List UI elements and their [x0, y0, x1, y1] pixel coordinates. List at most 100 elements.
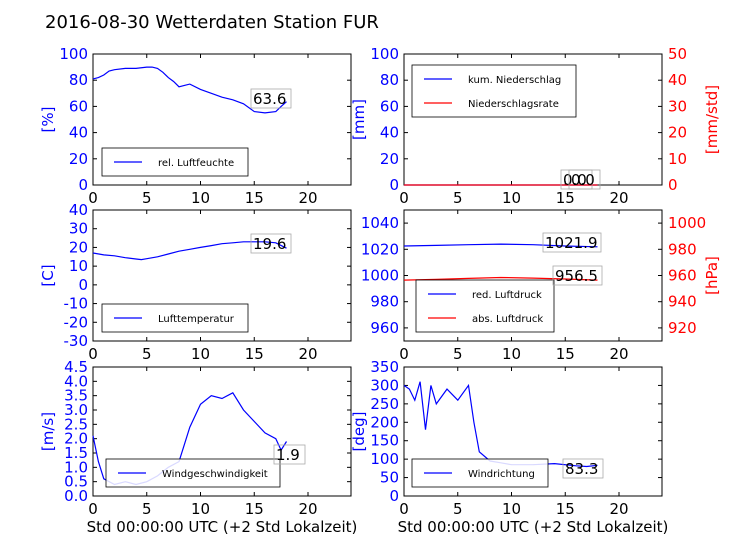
annotation-box [552, 265, 603, 286]
annotation-box [542, 232, 602, 253]
x-tick-label: 5 [453, 189, 463, 207]
x-tick-label: 10 [502, 500, 521, 518]
annotation-box [273, 444, 306, 465]
y-tick-label: -10 [64, 295, 89, 313]
series-line-0 [403, 381, 598, 468]
y-tick-label: 0 [78, 176, 88, 194]
legend: Windgeschwindigkeit [105, 458, 281, 488]
y-tick-label: 1020 [361, 240, 399, 258]
series-line-0 [92, 241, 287, 261]
annotation-box [568, 169, 601, 190]
legend-box [415, 279, 555, 333]
y-tick-label: -30 [64, 332, 89, 350]
y-tick-label: 60 [380, 97, 399, 115]
y2-tick-label: 940 [668, 293, 697, 311]
y2-tick-label: 980 [668, 240, 697, 258]
x-tick-label: 10 [191, 345, 210, 363]
legend: red. Luftdruck abs. Luftdruck [415, 279, 555, 333]
legend-label: rel. Luftfeuchte [158, 158, 234, 169]
y2-tick-label: 960 [668, 267, 697, 285]
x-axis-label: Std 00:00:00 UTC (+2 Std Lokalzeit) [87, 518, 358, 536]
x-tick-label: 0 [88, 345, 98, 363]
x-tick-label: 0 [399, 189, 409, 207]
panel-temperature: 0 5 10 15 20-30-20-10010203040[C]Lufttempera… [39, 201, 352, 363]
y2-tick-label: 1000 [668, 214, 706, 232]
y-tick-label: -20 [64, 313, 89, 331]
y-axis-label: [deg] [350, 412, 368, 452]
y-tick-label: 0 [78, 276, 88, 294]
x-tick-label: 15 [245, 500, 264, 518]
y-tick-label: 0.0 [64, 487, 88, 505]
x-tick-label: 5 [142, 345, 152, 363]
y-tick-label: 10 [69, 257, 88, 275]
panel-humidity: 0 5 10 15 20 0 20 40 60 80 100 [%] rel. Luftfeuchte 6… [39, 45, 352, 207]
x-tick-label: 5 [142, 500, 152, 518]
y2-tick-label: 20 [668, 124, 687, 142]
y-tick-label: 350 [370, 358, 399, 376]
legend-label: Windrichtung [468, 469, 535, 480]
legend-label: red. Luftdruck [472, 290, 542, 301]
x-tick-label: 20 [298, 189, 317, 207]
y-tick-label: 1.5 [64, 444, 88, 462]
y-tick-label: 40 [69, 124, 88, 142]
y-tick-label: 30 [69, 220, 88, 238]
plot-frame [92, 209, 352, 342]
y-tick-label: 3.0 [64, 401, 88, 419]
annotation-box [250, 233, 292, 254]
y-tick-label: 300 [370, 376, 399, 394]
legend-label: Windgeschwindigkeit [162, 469, 268, 480]
value-annotation: 63.6 [253, 90, 286, 108]
value-annotation: 83.3 [565, 460, 598, 478]
x-tick-label: 10 [191, 189, 210, 207]
y-tick-label: 1.0 [64, 458, 88, 476]
x-axis-label: Std 00:00:00 UTC (+2 Std Lokalzeit) [398, 518, 669, 536]
y-tick-label: 0 [389, 487, 399, 505]
annotation-box [562, 458, 604, 479]
legend-label: abs. Luftdruck [472, 314, 543, 325]
x-tick-label: 10 [502, 345, 521, 363]
y-tick-label: 100 [370, 450, 399, 468]
panel-wind_speed: 0 5 10 15 20 0.00.51.01.52.02.53.03.54.04.5 [m… [39, 358, 357, 536]
legend-label: Lufttemperatur [158, 314, 235, 325]
y-tick-label: 2.5 [64, 415, 88, 433]
x-tick-label: 20 [609, 189, 628, 207]
plot-frame [92, 53, 352, 186]
x-tick-label: 15 [556, 345, 575, 363]
annotation-box [250, 88, 292, 109]
y-tick-label: 200 [370, 413, 399, 431]
y-tick-label: 20 [69, 238, 88, 256]
y2-tick-label: 40 [668, 71, 687, 89]
legend-box [411, 64, 577, 118]
y-tick-label: 1000 [361, 267, 399, 285]
y2-tick-label: 920 [668, 319, 697, 337]
y-tick-label: 80 [380, 71, 399, 89]
y2-tick-label: 10 [668, 150, 687, 168]
x-tick-label: 15 [245, 189, 264, 207]
x-tick-label: 15 [245, 345, 264, 363]
y2-axis-label: [mm/std] [703, 85, 721, 154]
y-axis-label: [%] [39, 107, 57, 133]
y-axis-label: [C] [39, 264, 57, 286]
x-tick-label: 5 [453, 500, 463, 518]
y-axis-label: [mm] [350, 99, 368, 140]
y-tick-label: 40 [380, 124, 399, 142]
x-tick-label: 0 [88, 500, 98, 518]
x-tick-label: 15 [556, 500, 575, 518]
x-tick-label: 20 [609, 500, 628, 518]
value-annotation: 956.5 [555, 267, 598, 285]
legend-label: Niederschlagsrate [468, 99, 559, 110]
y-tick-label: 0 [389, 176, 399, 194]
value-annotation: 1.9 [276, 446, 300, 464]
x-tick-label: 20 [609, 345, 628, 363]
y-tick-label: 3.5 [64, 387, 88, 405]
y-tick-label: 150 [370, 432, 399, 450]
y-tick-label: 1040 [361, 214, 399, 232]
legend: Windrichtung [411, 458, 549, 488]
y-tick-label: 60 [69, 97, 88, 115]
plot-frame [403, 366, 663, 497]
y-tick-label: 4.5 [64, 358, 88, 376]
chart-title: 2016-08-30 Wetterdaten Station FUR [45, 12, 379, 33]
y2-tick-label: 50 [668, 45, 687, 63]
y2-axis-label: [hPa] [703, 256, 721, 295]
